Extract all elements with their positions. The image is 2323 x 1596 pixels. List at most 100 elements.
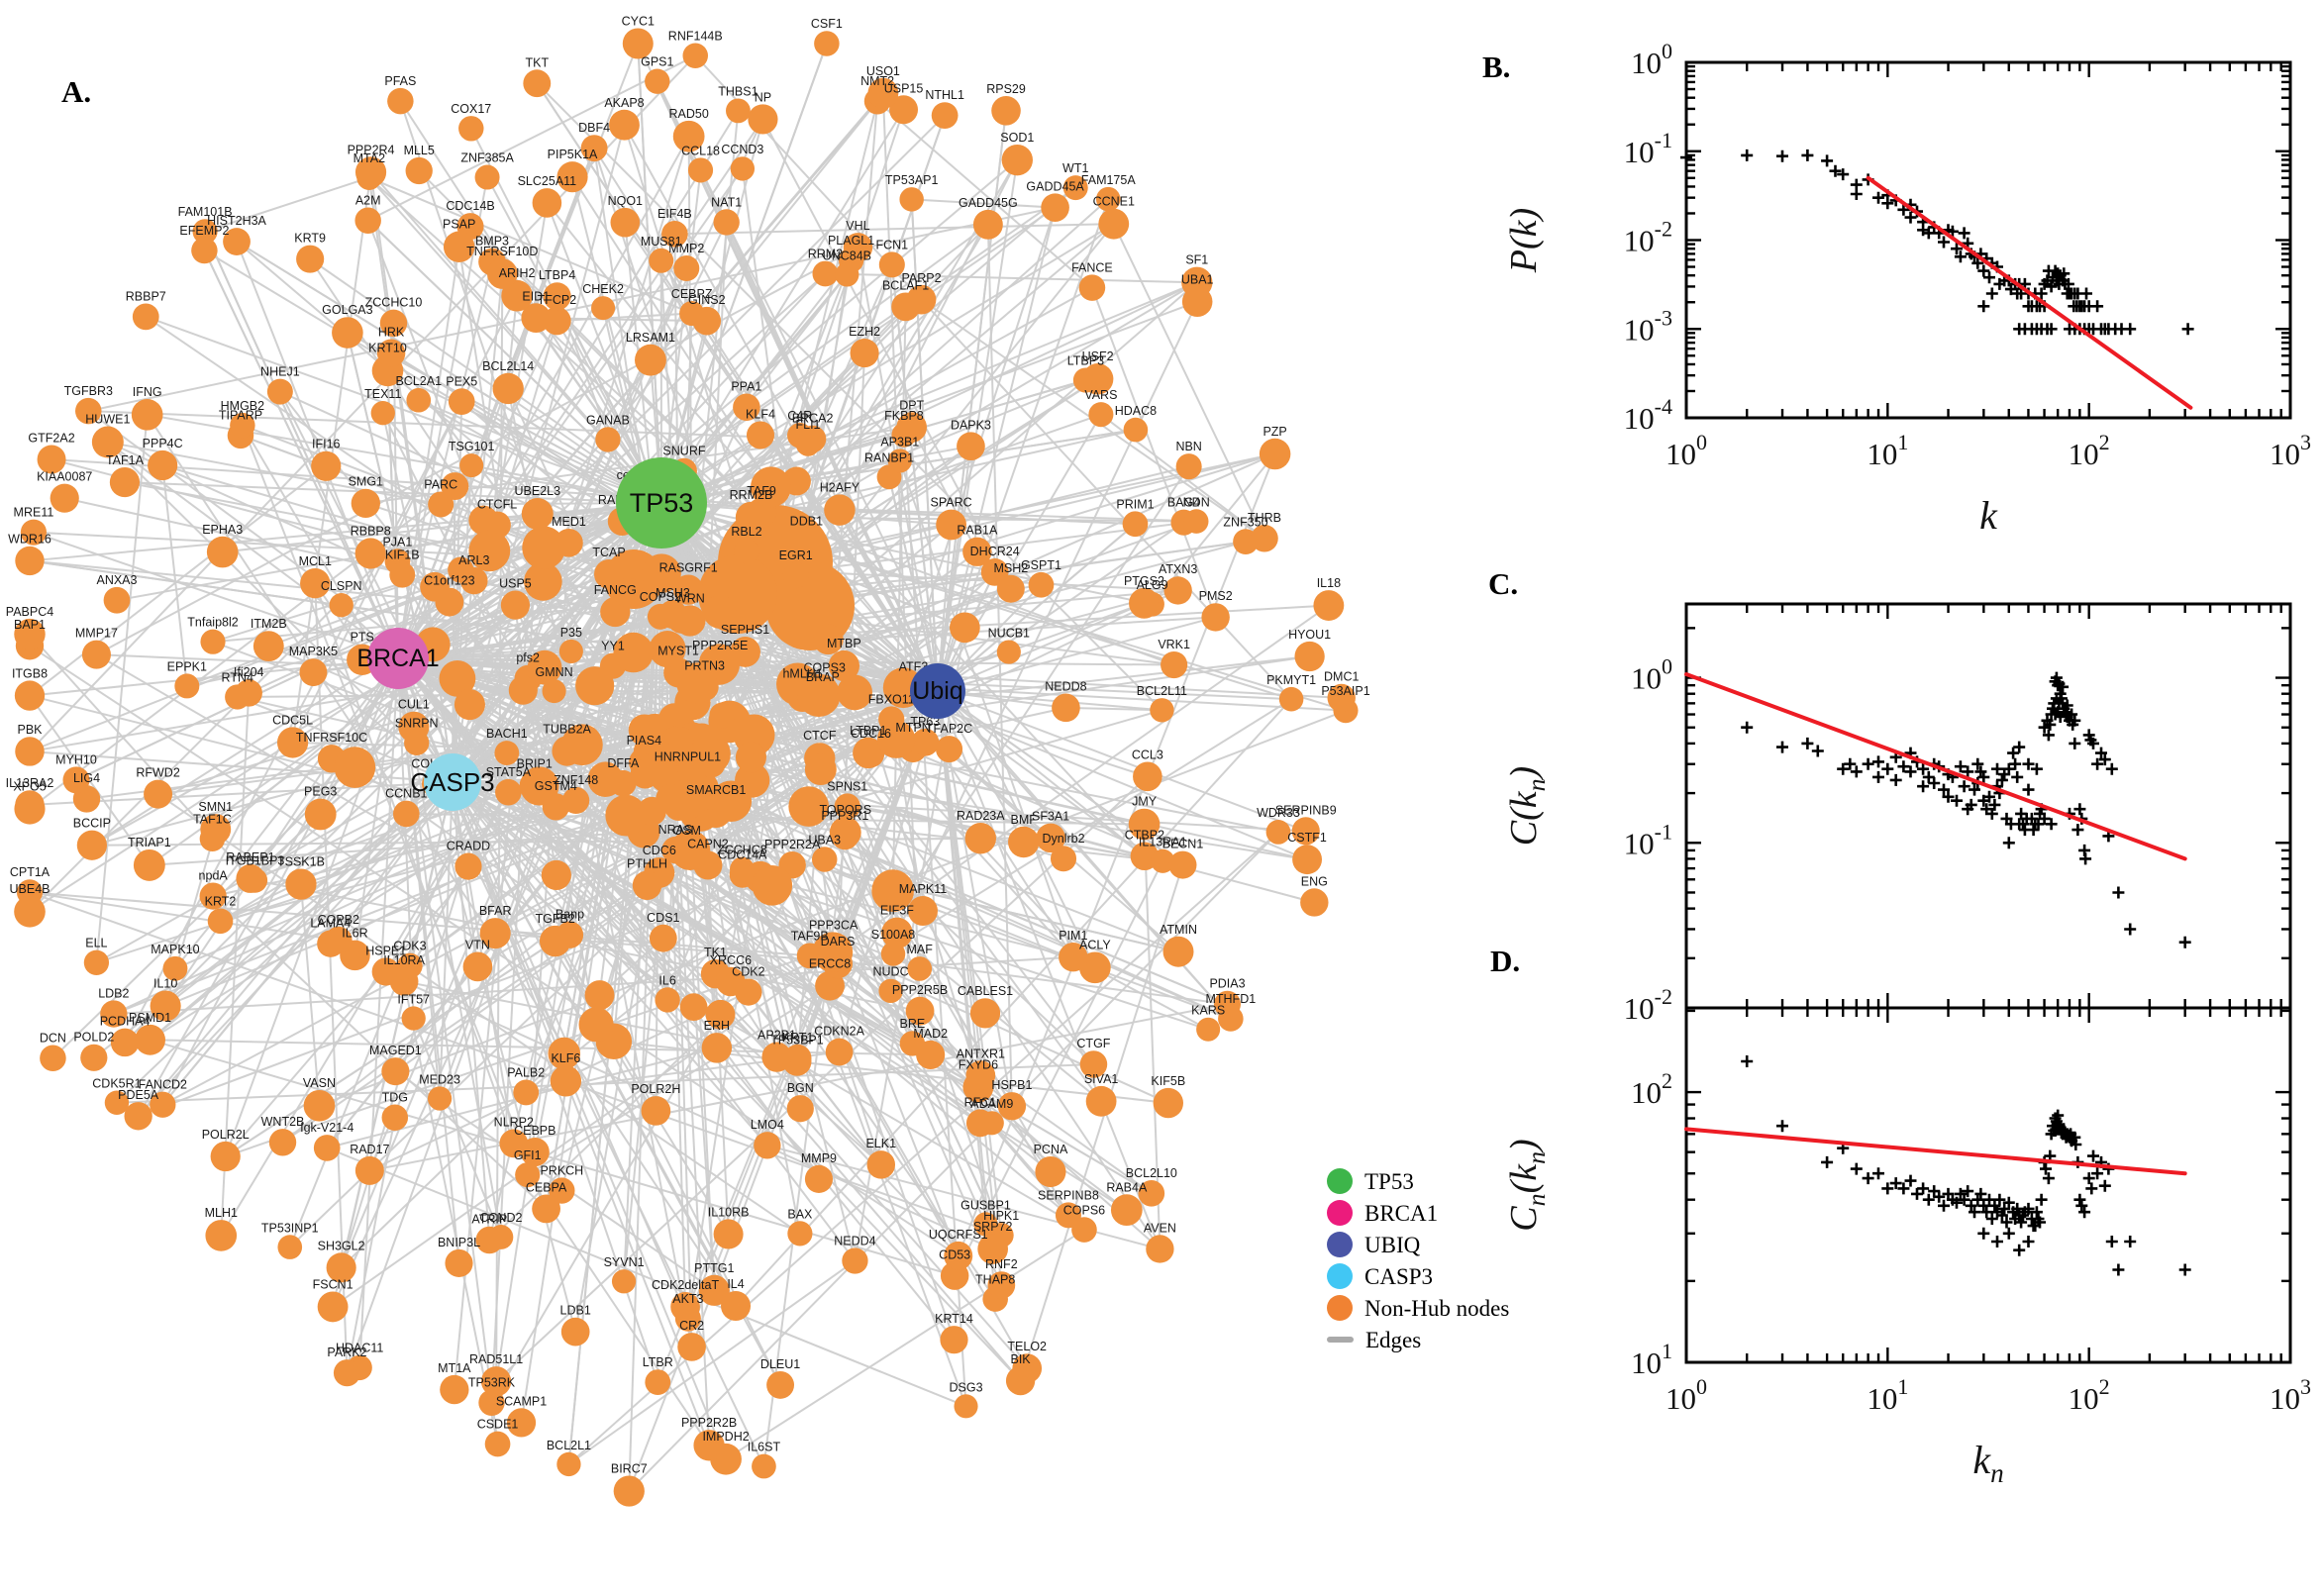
svg-text:RFC1: RFC1: [964, 1095, 997, 1109]
network-node: [1129, 587, 1160, 619]
network-node: [698, 1274, 730, 1306]
network-node: [468, 505, 499, 536]
svg-text:FANCD2: FANCD2: [139, 1078, 187, 1092]
network-node: [881, 917, 913, 949]
network-node: [326, 1252, 356, 1283]
svg-text:pfs2: pfs2: [516, 651, 540, 665]
svg-text:SF1: SF1: [1185, 253, 1208, 267]
svg-text:101: 101: [1867, 1374, 1908, 1416]
hub-label-tp53: TP53: [630, 488, 694, 518]
network-node: [1123, 417, 1149, 443]
svg-text:TIPARP: TIPARP: [219, 409, 262, 423]
network-node: [524, 562, 562, 601]
svg-text:IL10RA: IL10RA: [383, 953, 425, 967]
network-node: [454, 689, 485, 721]
network-node: [277, 1235, 303, 1259]
network-node: [790, 528, 822, 559]
svg-text:NRAS: NRAS: [658, 823, 693, 837]
svg-text:Banp: Banp: [556, 908, 584, 922]
network-node: [162, 955, 188, 981]
svg-text:PFAS: PFAS: [384, 74, 416, 88]
network-node: [236, 863, 265, 893]
network-node: [40, 1045, 66, 1072]
svg-text:SH3GL2: SH3GL2: [318, 1239, 365, 1252]
svg-text:NEDD8: NEDD8: [1045, 680, 1086, 694]
svg-text:CDC6: CDC6: [643, 844, 676, 857]
network-node: [766, 1370, 795, 1399]
network-node: [1146, 1235, 1174, 1263]
network-node: [788, 786, 830, 827]
network-node: [427, 1086, 453, 1111]
svg-text:PPP2R2B: PPP2R2B: [681, 1416, 737, 1430]
network-node: [500, 590, 531, 620]
svg-text:MYH10: MYH10: [55, 752, 97, 766]
svg-text:BAX: BAX: [787, 1207, 813, 1221]
network-node: [595, 427, 621, 452]
network-node: [560, 1317, 590, 1347]
network-node: [252, 631, 284, 662]
svg-text:SMG1: SMG1: [349, 475, 383, 489]
svg-text:EZH2: EZH2: [849, 325, 880, 339]
svg-text:EIF4B: EIF4B: [657, 207, 692, 221]
svg-text:MUS81: MUS81: [641, 235, 682, 249]
svg-text:HDAC8: HDAC8: [1115, 404, 1157, 418]
network-node: [124, 1102, 152, 1131]
network-node: [501, 279, 533, 312]
network-node: [635, 344, 666, 376]
svg-text:EPHA3: EPHA3: [202, 523, 243, 537]
svg-text:Ifi204: Ifi204: [234, 665, 264, 679]
network-node: [991, 96, 1021, 126]
network-node: [797, 673, 841, 718]
network-node: [428, 491, 454, 518]
network-node: [1122, 511, 1149, 538]
svg-text:SERPINB8: SERPINB8: [1038, 1188, 1099, 1202]
network-node: [642, 553, 681, 593]
network-node: [842, 1247, 868, 1274]
network-node: [549, 1177, 575, 1204]
network-node: [835, 262, 859, 287]
network-node: [672, 120, 705, 152]
svg-text:PSAP: PSAP: [443, 218, 475, 232]
network-node: [397, 952, 423, 979]
network-node: [709, 702, 736, 729]
svg-text:IL18: IL18: [1317, 576, 1341, 590]
network-node: [334, 747, 376, 788]
svg-text:Dynlrb2: Dynlrb2: [1042, 832, 1084, 846]
network-node: [987, 1271, 1016, 1299]
svg-text:CCL3: CCL3: [1132, 748, 1163, 762]
network-node: [495, 778, 522, 806]
svg-text:POLR2H: POLR2H: [631, 1082, 680, 1096]
network-node: [1150, 698, 1174, 723]
network-node: [521, 303, 552, 334]
svg-text:100: 100: [1631, 654, 1672, 696]
svg-text:CCND2: CCND2: [479, 1211, 522, 1225]
network-node: [997, 1092, 1027, 1121]
svg-text:MYST1: MYST1: [657, 644, 699, 657]
svg-text:WT1: WT1: [1062, 161, 1088, 175]
svg-text:CTBP2: CTBP2: [1125, 829, 1164, 843]
axis-ticks: [1684, 1008, 2292, 1364]
svg-text:BCL2A1: BCL2A1: [395, 374, 442, 388]
network-node: [828, 649, 860, 682]
network-node: [812, 260, 839, 287]
network-node: [543, 306, 571, 336]
svg-text:RAD51L1: RAD51L1: [469, 1352, 523, 1366]
svg-text:IL4: IL4: [727, 1277, 744, 1291]
network-node: [448, 388, 475, 415]
svg-text:POLR2L: POLR2L: [202, 1128, 250, 1142]
network-node: [230, 412, 255, 439]
legend-item-edges: Edges: [1327, 1327, 1509, 1352]
svg-text:PPP3R1: PPP3R1: [821, 809, 868, 823]
network-node: [558, 639, 583, 663]
svg-text:EGR1: EGR1: [779, 549, 813, 562]
svg-text:TNFRSF10D: TNFRSF10D: [466, 245, 538, 258]
network-node: [405, 156, 433, 185]
network-node: [15, 546, 45, 576]
network-node: [687, 157, 714, 183]
network-node: [713, 209, 740, 236]
svg-text:KLF6: KLF6: [551, 1051, 580, 1065]
network-node: [486, 258, 518, 289]
svg-text:Igk-V21-4: Igk-V21-4: [300, 1121, 354, 1135]
